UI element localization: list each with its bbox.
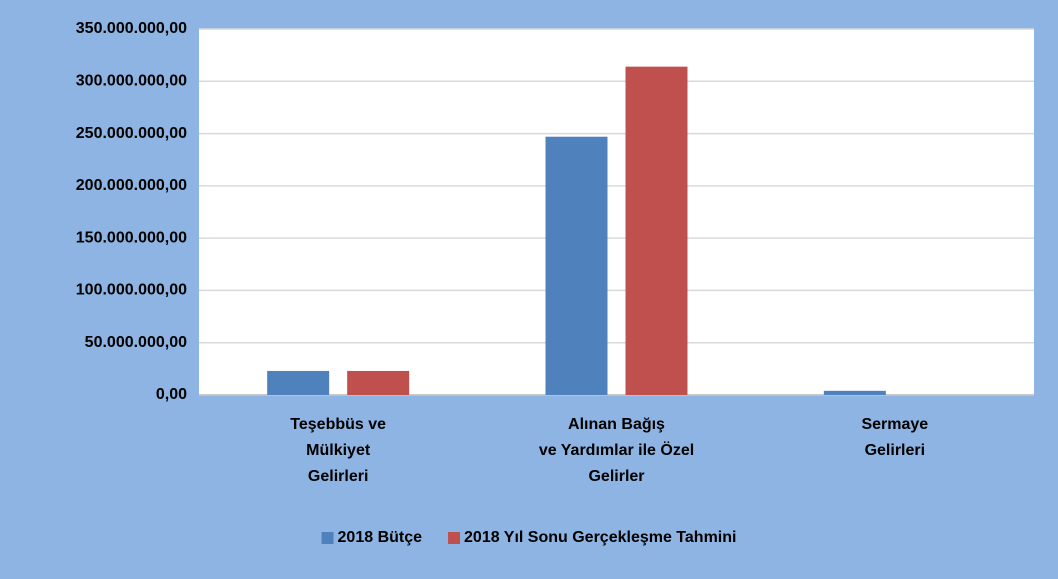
y-tick-label: 250.000.000,00 xyxy=(76,125,187,142)
x-tick-label: Mülkiyet xyxy=(306,442,371,459)
x-tick-label: Sermaye xyxy=(861,416,928,433)
bar xyxy=(267,370,330,395)
legend-label: 2018 Bütçe xyxy=(338,529,423,546)
legend-swatch xyxy=(448,532,461,544)
bar xyxy=(545,136,608,396)
y-tick-label: 50.000.000,00 xyxy=(85,334,187,351)
x-tick-label: Gelirleri xyxy=(865,442,925,459)
bar xyxy=(823,390,886,395)
bar xyxy=(347,370,410,395)
y-tick-label: 0,00 xyxy=(156,386,187,403)
y-tick-label: 300.000.000,00 xyxy=(76,73,187,90)
y-tick-label: 150.000.000,00 xyxy=(76,229,187,246)
bar xyxy=(625,66,688,395)
y-tick-label: 200.000.000,00 xyxy=(76,177,187,194)
x-tick-label: Alınan Bağış xyxy=(568,416,665,433)
x-tick-label: ve Yardımlar ile Özel xyxy=(539,440,694,459)
legend-label: 2018 Yıl Sonu Gerçekleşme Tahmini xyxy=(464,529,736,546)
legend-swatch xyxy=(321,532,334,544)
x-tick-label: Gelirler xyxy=(588,468,644,485)
x-tick-label: Gelirleri xyxy=(308,468,368,485)
x-tick-label: Teşebbüs ve xyxy=(290,416,386,433)
y-tick-label: 350.000.000,00 xyxy=(76,20,187,37)
y-tick-label: 100.000.000,00 xyxy=(76,282,187,299)
plot-area xyxy=(199,29,1034,395)
